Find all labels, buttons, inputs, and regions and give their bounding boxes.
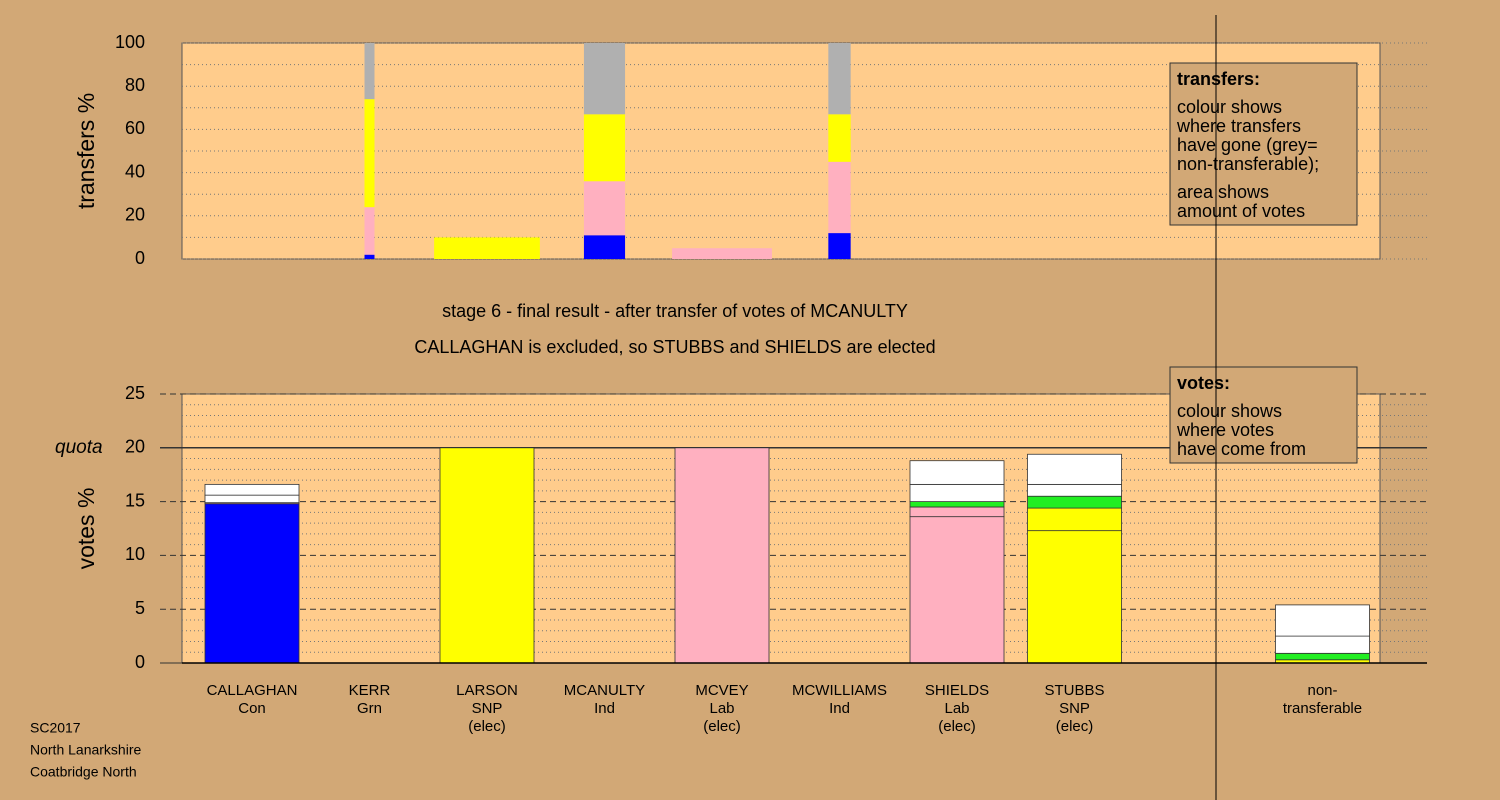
note-text: have come from bbox=[1177, 439, 1306, 459]
x-tick-label: Lab bbox=[709, 700, 734, 717]
x-tick-label: Grn bbox=[357, 700, 382, 717]
bar-segment bbox=[909, 506, 1005, 518]
bar-segment bbox=[364, 43, 375, 100]
y-tick-label: 20 bbox=[125, 437, 145, 457]
y-tick-label: 60 bbox=[125, 118, 145, 138]
footer-text: SC2017 bbox=[30, 720, 81, 736]
bar-segment bbox=[828, 233, 851, 259]
bar-segment bbox=[583, 43, 626, 115]
x-tick-label: (elec) bbox=[938, 718, 976, 735]
bar-segment bbox=[909, 501, 1005, 508]
bar-segment bbox=[672, 248, 772, 259]
bar-segment bbox=[204, 483, 300, 496]
bar-segment bbox=[1027, 495, 1122, 509]
footer-text: North Lanarkshire bbox=[30, 742, 141, 758]
bar-segment bbox=[828, 114, 851, 162]
bar-segment bbox=[204, 503, 300, 664]
x-tick-label: (elec) bbox=[468, 718, 506, 735]
note-text: non-transferable); bbox=[1177, 154, 1319, 174]
note-text: where transfers bbox=[1176, 116, 1301, 136]
note-title: transfers: bbox=[1177, 69, 1260, 89]
x-tick-label: Ind bbox=[829, 700, 850, 717]
x-tick-label: KERR bbox=[349, 682, 391, 699]
bar-segment bbox=[583, 235, 626, 259]
y-tick-label: 15 bbox=[125, 490, 145, 510]
bar-segment bbox=[1027, 453, 1122, 485]
bar-segment bbox=[204, 494, 300, 504]
y-tick-label: 100 bbox=[115, 32, 145, 52]
x-tick-label: SHIELDS bbox=[925, 682, 989, 699]
bar-segment bbox=[1275, 635, 1370, 654]
note-text: colour shows bbox=[1177, 97, 1282, 117]
x-tick-label: (elec) bbox=[703, 718, 741, 735]
y-tick-label: 80 bbox=[125, 75, 145, 95]
bar-segment bbox=[909, 516, 1005, 664]
bar-segment bbox=[583, 114, 626, 182]
bar-segment bbox=[439, 447, 535, 664]
x-tick-label: transferable bbox=[1283, 700, 1362, 717]
x-tick-label: STUBBS bbox=[1044, 682, 1104, 699]
note-text: area shows bbox=[1177, 182, 1269, 202]
x-tick-label: LARSON bbox=[456, 682, 518, 699]
note-text: colour shows bbox=[1177, 401, 1282, 421]
bar-segment bbox=[828, 43, 851, 115]
note-title: votes: bbox=[1177, 373, 1230, 393]
chart-title: CALLAGHAN is excluded, so STUBBS and SHI… bbox=[414, 337, 935, 357]
x-tick-label: Ind bbox=[594, 700, 615, 717]
x-tick-label: (elec) bbox=[1056, 718, 1094, 735]
bar-segment bbox=[364, 207, 375, 255]
x-tick-label: Lab bbox=[944, 700, 969, 717]
footer-text: Coatbridge North bbox=[30, 764, 137, 780]
y-tick-label: 0 bbox=[135, 652, 145, 672]
x-tick-label: MCVEY bbox=[695, 682, 748, 699]
bar-segment bbox=[583, 181, 626, 236]
x-tick-label: MCWILLIAMS bbox=[792, 682, 887, 699]
bar-segment bbox=[828, 161, 851, 234]
note-box bbox=[1169, 62, 1358, 226]
bar-segment bbox=[434, 237, 540, 259]
bar-segment bbox=[1275, 604, 1370, 637]
x-tick-label: non- bbox=[1307, 682, 1337, 699]
y-tick-label: 40 bbox=[125, 161, 145, 181]
note-text: amount of votes bbox=[1177, 201, 1305, 221]
y-tick-label: 0 bbox=[135, 248, 145, 268]
x-tick-label: SNP bbox=[1059, 700, 1090, 717]
note-text: have gone (grey= bbox=[1177, 135, 1318, 155]
bar-segment bbox=[1027, 483, 1122, 497]
y-axis-label: transfers % bbox=[73, 93, 99, 209]
note-text: where votes bbox=[1176, 420, 1274, 440]
bar-segment bbox=[674, 447, 770, 664]
bar-segment bbox=[1027, 530, 1122, 664]
x-tick-label: MCANULTY bbox=[564, 682, 645, 699]
x-tick-label: SNP bbox=[472, 700, 503, 717]
bar-segment bbox=[1027, 507, 1122, 532]
quota-label: quota bbox=[55, 437, 103, 458]
x-tick-label: CALLAGHAN bbox=[207, 682, 298, 699]
bar-segment bbox=[364, 254, 375, 259]
y-tick-label: 10 bbox=[125, 544, 145, 564]
x-tick-label: Con bbox=[238, 700, 266, 717]
note-box bbox=[1169, 366, 1358, 464]
bar-segment bbox=[909, 483, 1005, 503]
y-tick-label: 5 bbox=[135, 598, 145, 618]
y-tick-label: 20 bbox=[125, 205, 145, 225]
y-axis-label: votes % bbox=[73, 488, 99, 570]
bar-segment bbox=[364, 99, 375, 208]
chart-title: stage 6 - final result - after transfer … bbox=[442, 301, 908, 321]
y-tick-label: 25 bbox=[125, 383, 145, 403]
bar-segment bbox=[1275, 652, 1370, 661]
bar-segment bbox=[909, 460, 1005, 485]
